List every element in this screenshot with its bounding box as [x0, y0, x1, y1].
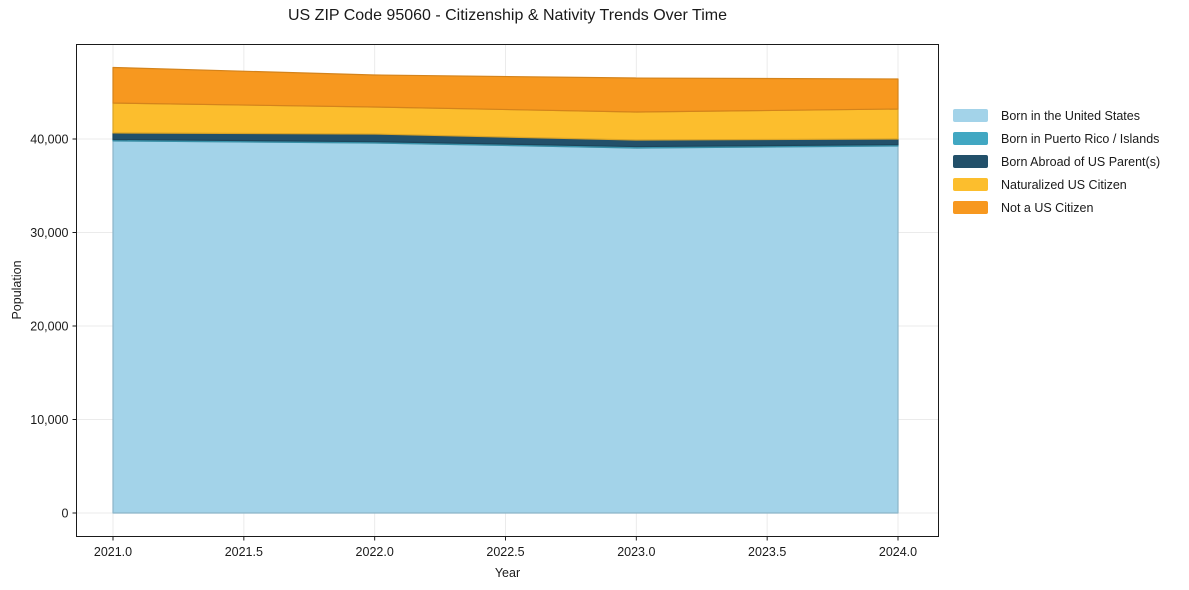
x-tick-label: 2023.5 — [748, 545, 786, 559]
legend-item-born-in-the-united-states: Born in the United States — [953, 104, 1160, 127]
y-tick-label: 40,000 — [30, 133, 68, 147]
legend-swatch-born-in-puerto-rico-islands — [953, 132, 988, 145]
tick-labels: 2021.0 2021.5 2022.0 2022.5 2023.0 2023.5 2024… — [30, 133, 917, 560]
y-tick-label: 20,000 — [30, 320, 68, 334]
x-tick-label: 2022.5 — [486, 545, 524, 559]
y-tick-label: 30,000 — [30, 226, 68, 240]
legend: Born in the United States Born in Puerto … — [953, 104, 1160, 219]
x-tick-label: 2021.0 — [94, 545, 132, 559]
legend-label: Born in the United States — [1001, 108, 1140, 123]
x-tick-label: 2023.0 — [617, 545, 655, 559]
area-series — [112, 66, 899, 514]
legend-item-born-abroad-of-us-parent-s: Born Abroad of US Parent(s) — [953, 150, 1160, 173]
legend-item-not-a-us-citizen: Not a US Citizen — [953, 196, 1160, 219]
chart-title: US ZIP Code 95060 - Citizenship & Nativi… — [288, 7, 727, 24]
legend-label: Born in Puerto Rico / Islands — [1001, 131, 1160, 146]
x-axis-title: Year — [494, 566, 521, 580]
axes-frame — [76, 44, 939, 537]
legend-label: Not a US Citizen — [1001, 200, 1094, 215]
x-tick-label: 2021.5 — [225, 545, 263, 559]
legend-item-born-in-puerto-rico-islands: Born in Puerto Rico / Islands — [953, 127, 1160, 150]
legend-swatch-naturalized-us-citizen — [953, 178, 988, 191]
legend-item-naturalized-us-citizen: Naturalized US Citizen — [953, 173, 1160, 196]
ticks — [72, 138, 899, 541]
legend-swatch-born-in-the-united-states — [953, 109, 988, 122]
x-tick-label: 2024.0 — [879, 545, 917, 559]
y-tick-label: 10,000 — [30, 413, 68, 427]
legend-swatch-not-a-us-citizen — [953, 201, 988, 214]
y-axis-title: Population — [10, 260, 24, 320]
area-not-a-us-citizen — [112, 66, 899, 113]
x-tick-label: 2022.0 — [356, 545, 394, 559]
y-tick-label: 0 — [62, 507, 69, 521]
legend-label: Born Abroad of US Parent(s) — [1001, 154, 1161, 169]
legend-swatch-born-abroad-of-us-parent-s — [953, 155, 988, 168]
legend-label: Naturalized US Citizen — [1001, 177, 1127, 192]
area-born-in-the-united-states — [112, 140, 899, 514]
